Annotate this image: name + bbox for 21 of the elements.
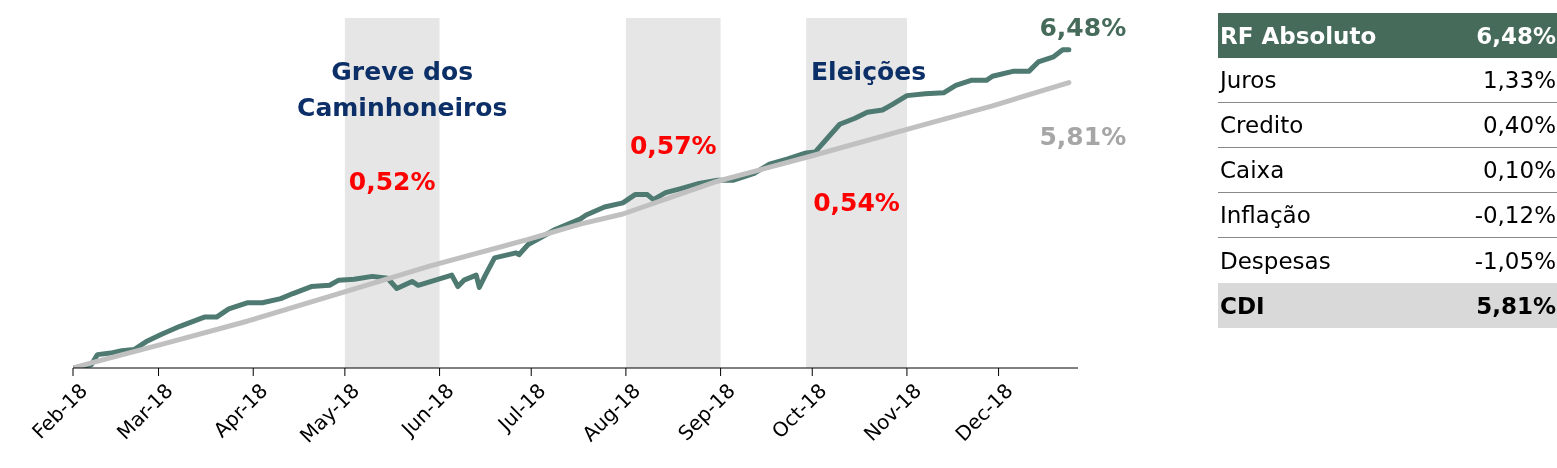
text: 0,40% [1482, 112, 1556, 138]
text: 0,10% [1482, 157, 1556, 183]
category-label: Inflação [1220, 202, 1311, 228]
category-label: Caixa [1220, 157, 1285, 183]
category-label: Credito [1220, 112, 1304, 138]
annotation: 6,48% [1039, 12, 1127, 42]
text: 1,33% [1482, 67, 1556, 93]
annotation: 5,81% [1039, 121, 1127, 151]
category-label: Juros [1220, 67, 1277, 93]
text: 6,48% [1476, 22, 1556, 49]
category-label: CDI [1220, 292, 1265, 319]
band-label: Eleições [811, 57, 927, 86]
annotation: 0,52% [347, 166, 437, 196]
annotation: 0,57% [628, 130, 718, 160]
text: 5,81% [1476, 292, 1556, 319]
category-label: RF Absoluto [1220, 22, 1377, 49]
band-label: Greve dos Caminhoneiros [297, 57, 508, 122]
text: -1,05% [1474, 247, 1556, 274]
text: -0,12% [1474, 202, 1556, 228]
category-label: Despesas [1220, 247, 1331, 274]
annotation: 0,54% [812, 187, 901, 217]
